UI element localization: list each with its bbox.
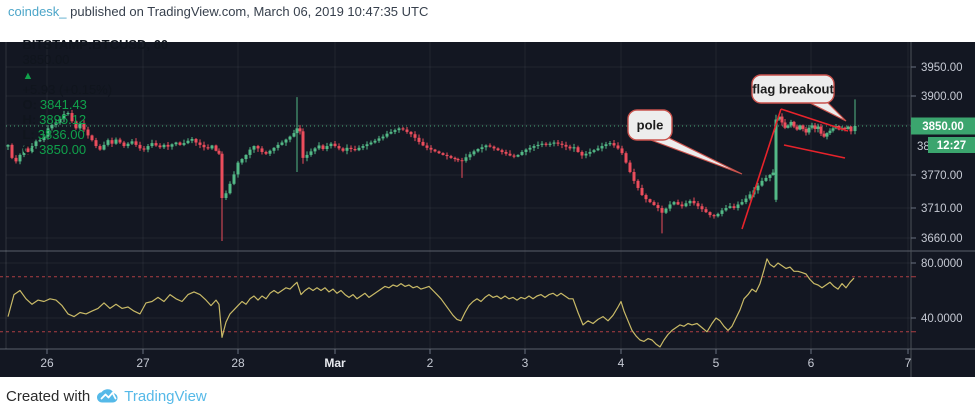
published-text: published on TradingView.com, March 06, … xyxy=(66,4,429,19)
time-tick-label: 27 xyxy=(136,356,150,370)
flag-top-line[interactable] xyxy=(780,108,849,132)
trend-drawings[interactable] xyxy=(741,108,849,230)
price-tick-label: 3660.00 xyxy=(921,233,963,245)
time-tick-label: 6 xyxy=(808,356,815,370)
current-price-badge-label: 3850.00 xyxy=(922,121,964,133)
price-change: +5.93 (+0.15%) xyxy=(22,82,113,97)
callout-label: pole xyxy=(637,118,664,133)
callout-box xyxy=(751,74,835,104)
countdown-label: 12:27 xyxy=(937,140,966,152)
time-tick-label: 26 xyxy=(40,356,54,370)
price-tick-label: 3950.00 xyxy=(921,62,963,74)
time-tick-label: 2 xyxy=(427,356,434,370)
price-tick-label: 3710.00 xyxy=(921,203,963,215)
callout-box xyxy=(627,109,673,141)
time-tick-label: 3 xyxy=(522,356,529,370)
indicator-tick-label: 80.0000 xyxy=(921,258,963,270)
callout-label: flag breakout xyxy=(752,82,834,97)
symbol-interval[interactable]: BITSTAMP:BTCUSD, 60 xyxy=(22,37,169,52)
symbol-legend: BITSTAMP:BTCUSD, 60 3850.00 ▲ +5.93 (+0.… xyxy=(8,22,171,172)
time-tick-label: 7 xyxy=(905,356,912,370)
open-legend: O: 3841.43 xyxy=(22,97,87,112)
countdown-badge xyxy=(928,137,975,153)
pane-borders xyxy=(0,42,975,377)
time-axis[interactable]: 26 27 28 Mar 2 3 4 5 6 7 xyxy=(40,349,912,370)
created-with-text: Created with xyxy=(6,387,91,405)
flag-bottom-line[interactable] xyxy=(783,144,846,159)
time-tick-label: 4 xyxy=(618,356,625,370)
time-tick-label: 5 xyxy=(713,356,720,370)
callout-flag-breakout[interactable]: flag breakout xyxy=(751,74,847,122)
author-link[interactable]: coindesk_ xyxy=(8,4,67,19)
high-legend: H: 3895.12 xyxy=(22,112,87,127)
price-tick-label: 3900.00 xyxy=(921,91,963,103)
publish-line: coindesk_ published on TradingView.com, … xyxy=(8,4,428,19)
attribution-footer: Created with TradingView xyxy=(6,384,207,408)
oscillator-pane[interactable] xyxy=(0,258,911,348)
pole-line[interactable] xyxy=(741,108,782,230)
close-legend: C: 3850.00 xyxy=(22,142,87,157)
last-price: 3850.00 xyxy=(22,52,70,67)
time-tick-label: 28 xyxy=(231,356,245,370)
candlestick-series[interactable] xyxy=(6,97,857,242)
tradingview-logo-icon xyxy=(96,388,120,404)
current-price-badge xyxy=(911,117,975,135)
oscillator-line xyxy=(7,258,855,348)
header-bar: coindesk_ published on TradingView.com, … xyxy=(0,0,975,157)
tradingview-link[interactable]: TradingView xyxy=(124,387,207,405)
indicator-tick-label: 40.0000 xyxy=(921,313,963,325)
up-arrow-icon: ▲ xyxy=(22,70,34,82)
callout-pole[interactable]: pole xyxy=(627,109,743,175)
low-legend: L: 3836.00 xyxy=(22,127,85,142)
price-tick-label: 3770.00 xyxy=(921,170,963,182)
time-tick-label: Mar xyxy=(324,356,346,370)
